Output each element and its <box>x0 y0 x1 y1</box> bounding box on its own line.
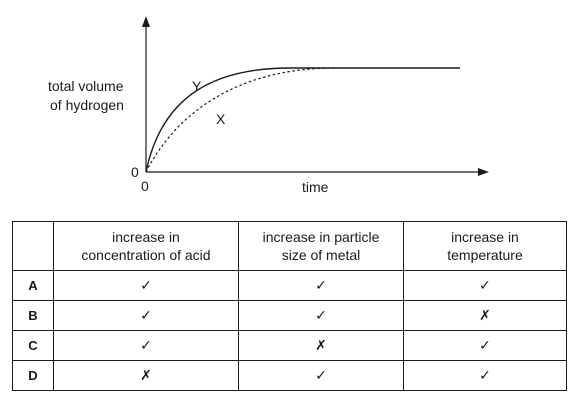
y-axis-label-line1: total volume <box>48 78 124 94</box>
y-axis-label-line2: of hydrogen <box>50 97 124 113</box>
cell-mark: ✓ <box>403 360 567 391</box>
header-concentration-line2: concentration of acid <box>81 247 211 263</box>
header-particle-size-line1: increase in particle <box>262 229 380 245</box>
row-label-d: D <box>12 360 54 391</box>
cell-mark: ✗ <box>403 300 567 331</box>
table-row: D ✗ ✓ ✓ <box>12 360 567 391</box>
y-origin-label: 0 <box>131 164 139 180</box>
header-temperature: increase in temperature <box>403 221 567 271</box>
header-row: increase in concentration of acid increa… <box>12 221 567 271</box>
cell-mark: ✓ <box>238 300 404 331</box>
cell-mark: ✓ <box>238 360 404 391</box>
header-concentration-line1: increase in <box>112 229 180 245</box>
header-concentration: increase in concentration of acid <box>53 221 239 271</box>
cell-mark: ✓ <box>53 330 239 361</box>
cell-mark: ✗ <box>53 360 239 391</box>
table-row: C ✓ ✗ ✓ <box>12 330 567 361</box>
curve-x <box>145 67 336 173</box>
curve-y <box>145 67 460 173</box>
table-row: A ✓ ✓ ✓ <box>12 270 567 301</box>
header-particle-size: increase in particle size of metal <box>238 221 404 271</box>
curve-x-label: X <box>216 111 226 127</box>
x-axis-arrow <box>478 168 489 176</box>
row-label-a: A <box>12 270 54 301</box>
cell-mark: ✓ <box>53 300 239 331</box>
row-label-c: C <box>12 330 54 361</box>
header-particle-size-line2: size of metal <box>281 247 361 263</box>
reaction-graph: total volume of hydrogen 0 0 time Y X <box>48 16 489 195</box>
x-origin-label: 0 <box>141 178 149 194</box>
x-axis-label: time <box>302 179 329 195</box>
cell-mark: ✓ <box>403 270 567 301</box>
header-temperature-line1: increase in <box>451 229 519 245</box>
table-row: B ✓ ✓ ✗ <box>12 300 567 331</box>
cell-mark: ✓ <box>238 270 404 301</box>
y-axis-arrow <box>142 16 150 27</box>
header-blank <box>12 221 54 271</box>
header-temperature-line2: temperature <box>447 247 523 263</box>
row-label-b: B <box>12 300 54 331</box>
curve-y-label: Y <box>192 78 202 94</box>
options-table: increase in concentration of acid increa… <box>12 221 567 391</box>
cell-mark: ✓ <box>403 330 567 361</box>
cell-mark: ✗ <box>238 330 404 361</box>
cell-mark: ✓ <box>53 270 239 301</box>
